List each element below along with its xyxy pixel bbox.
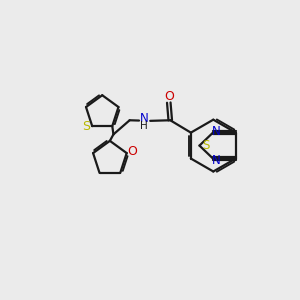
Text: N: N [212,154,221,166]
Text: O: O [127,145,137,158]
Text: H: H [140,121,148,131]
Text: O: O [164,90,174,103]
Text: N: N [212,125,221,138]
Text: N: N [140,112,149,125]
Text: S: S [82,120,90,133]
Text: S: S [202,139,210,152]
